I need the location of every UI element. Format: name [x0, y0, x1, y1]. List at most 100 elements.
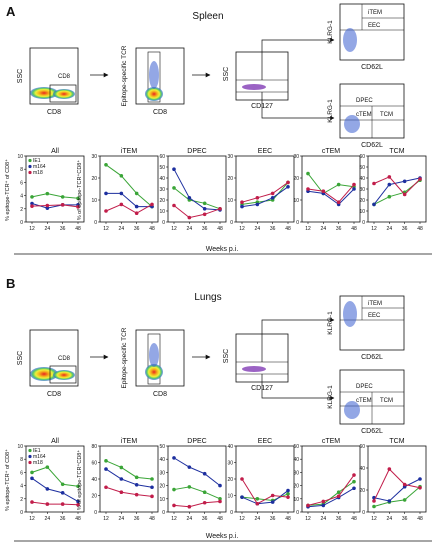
x-tick-label: 12	[171, 226, 177, 232]
data-point-m164	[387, 182, 392, 187]
y-tick-label: 0	[230, 510, 233, 516]
series-line-ie1	[31, 193, 79, 199]
y-tick-label: 20	[91, 494, 97, 500]
data-point-ie1	[187, 485, 192, 489]
data-point-m18	[306, 503, 310, 508]
data-point-ie1	[218, 497, 222, 501]
data-point-m18	[336, 200, 341, 204]
x-axis-title: Weeks p.i.	[206, 246, 239, 253]
series-line-m18	[105, 203, 153, 214]
data-point-m164	[321, 503, 326, 508]
tissue-title: Lungs	[194, 292, 221, 303]
x-tick-label: 36	[134, 516, 140, 522]
series-line-ie1	[373, 486, 421, 507]
x-tick-label: 36	[402, 516, 408, 522]
flow-plot-ssc-cd127: CD127 SSC	[223, 51, 289, 110]
x-tick-label: 24	[321, 226, 327, 232]
chart-frame	[301, 155, 361, 223]
x-tick-label: 12	[29, 516, 35, 522]
x-tick-label: 48	[285, 226, 291, 232]
y-axis-label: SSC	[223, 67, 230, 81]
series-line-m18	[241, 478, 289, 505]
y-axis-label: Epitope-specific TCR	[121, 45, 128, 106]
data-point-m164	[218, 483, 222, 488]
data-point-m18	[321, 499, 326, 504]
x-tick-label: 24	[321, 516, 327, 522]
series-line-m18	[173, 500, 221, 508]
y-tick-label: 20	[159, 484, 165, 490]
series-line-ie1	[105, 164, 153, 207]
y-tick-label: 20	[293, 484, 299, 490]
series-line-m164	[307, 188, 355, 206]
series-line-ie1	[105, 460, 153, 480]
flow-plot-tcr-cd8: CD8 Epitope-specific TCR	[121, 327, 185, 398]
y-axis-label-all: % epitope-TCR⁺ of CD8⁺	[4, 159, 11, 221]
series-line-m18	[373, 468, 421, 502]
data-point-m18	[202, 500, 207, 505]
data-point-ie1	[286, 492, 290, 496]
x-axis-label: CD8	[47, 109, 61, 116]
y-tick-label: 0	[296, 510, 299, 516]
data-point-m18	[76, 502, 80, 507]
flow-plot-ssc-cd8: CD8 CD8 SSC	[17, 47, 79, 116]
flow-plot-tcr-cd8: CD8 Epitope-specific TCR	[121, 45, 185, 116]
y-tick-label: 4	[20, 194, 23, 200]
data-point-m18	[418, 486, 422, 490]
panel-b: B Lungs CD8 CD8 SSC CD8 Epitope-specific…	[4, 276, 432, 542]
data-point-m164	[372, 202, 376, 207]
y-tick-label: 10	[293, 198, 299, 204]
data-point-ie1	[202, 201, 207, 206]
data-point-ie1	[372, 504, 376, 509]
series-line-m18	[307, 474, 355, 506]
chart-title: EEC	[258, 148, 272, 155]
y-tick-label: 40	[293, 457, 299, 463]
y-tick-label: 4	[20, 484, 23, 490]
data-point-m18	[45, 502, 50, 506]
data-point-m18	[218, 207, 222, 211]
legend-marker	[28, 448, 32, 453]
data-point-ie1	[76, 484, 80, 489]
y-axis-label-subsets: % of epitope-TCR⁺CD8⁺	[76, 160, 83, 221]
series-line-ie1	[173, 486, 221, 500]
data-point-m18	[134, 492, 139, 497]
data-point-m164	[240, 204, 244, 209]
data-point-m164	[270, 500, 275, 504]
data-point-m164	[202, 471, 207, 476]
flow-plot-klrg1-lower: DPEC cTEM TCM CD62L KLRG-1	[327, 83, 405, 149]
data-point-ie1	[150, 477, 154, 481]
gate-label: TCM	[380, 398, 393, 404]
data-point-ie1	[45, 465, 50, 469]
chart-title: All	[51, 438, 59, 445]
panel-a: A Spleen CD8 CD8 SSC CD8 Epitope-specifi…	[4, 3, 432, 255]
series-line-m164	[373, 478, 421, 502]
data-point-m164	[119, 191, 124, 196]
data-point-m164	[270, 196, 275, 200]
data-point-m18	[104, 209, 108, 213]
chart-title: DPEC	[187, 438, 206, 445]
data-point-m164	[352, 187, 356, 191]
x-tick-label: 48	[217, 516, 223, 522]
chart-dpec: DPEC 0 10 20 30 40 50 12 24 36 48	[159, 438, 227, 522]
y-tick-label: 40	[227, 444, 233, 450]
data-point-m18	[150, 494, 154, 499]
data-point-m18	[352, 473, 356, 477]
data-point-m18	[372, 181, 376, 186]
y-tick-label: 8	[20, 167, 23, 173]
chart-title: TCM	[389, 148, 404, 155]
series-line-ie1	[31, 466, 79, 487]
data-point-ie1	[60, 195, 65, 199]
data-point-ie1	[104, 459, 108, 463]
x-tick-label: 36	[60, 226, 66, 232]
data-point-ie1	[336, 490, 341, 495]
flow-plot-klrg1-upper: iTEM EEC CD62L KLRG-1	[327, 3, 405, 71]
series-line-ie1	[307, 481, 355, 506]
data-point-m18	[202, 212, 207, 217]
y-axis-label: KLRG-1	[327, 311, 334, 335]
y-tick-label: 60	[359, 154, 365, 160]
series-line-m164	[373, 177, 421, 205]
x-tick-label: 24	[45, 226, 51, 232]
legend-label: IE1	[33, 448, 41, 454]
data-point-m18	[270, 191, 275, 196]
chart-title: iTEM	[121, 148, 138, 155]
